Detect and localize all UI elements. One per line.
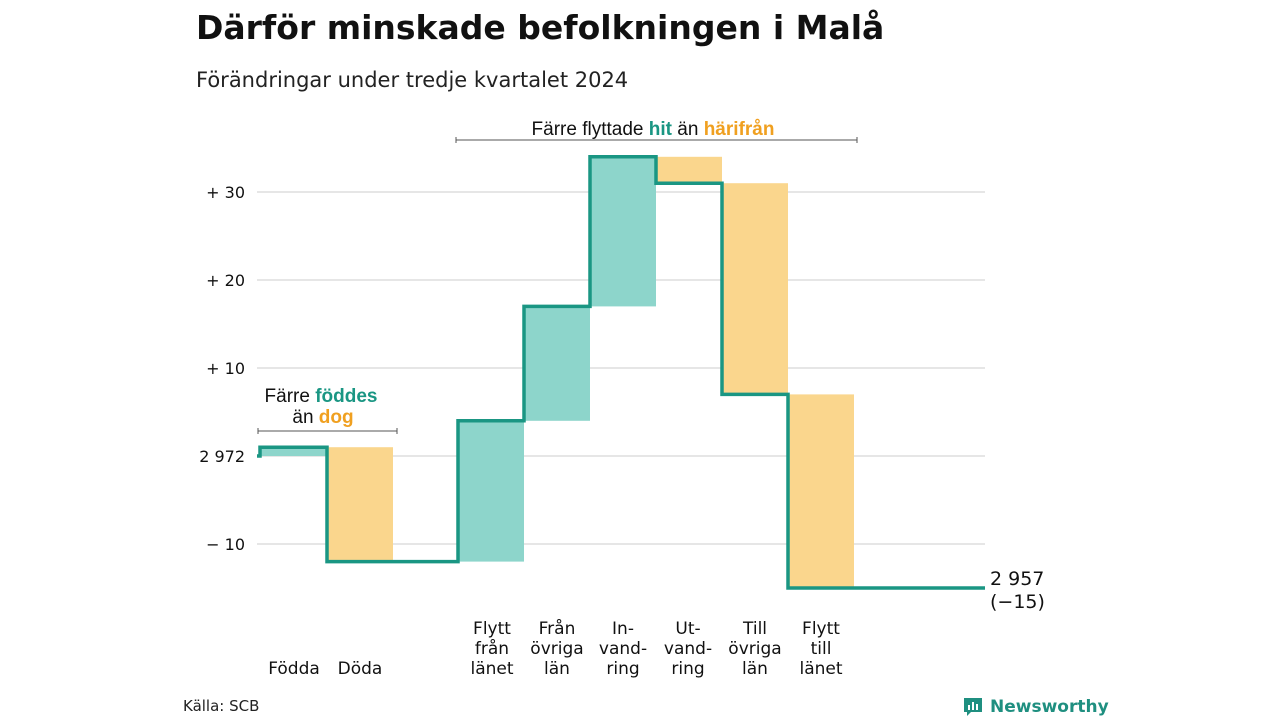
births-annotation-line1: Färre föddes: [265, 386, 378, 407]
brand-logo: Newsworthy: [962, 694, 1109, 720]
end-value-label: 2 957: [990, 568, 1044, 590]
x-tick-label: Från: [539, 618, 576, 639]
source-note: Källa: SCB: [183, 697, 260, 715]
annotation-span: föddes: [315, 386, 377, 407]
births-annotation-line2: än dog: [292, 407, 353, 428]
migration-annotation: Färre flyttade hit än härifrån: [532, 119, 775, 140]
waterfall-bar: [788, 394, 854, 588]
waterfall-bar: [722, 183, 788, 395]
annotation-span: Färre: [265, 386, 316, 407]
x-tick-label: Födda: [268, 659, 320, 679]
newsworthy-icon: [964, 698, 982, 716]
x-tick-label: Till: [742, 619, 767, 639]
waterfall-bar: [524, 306, 590, 421]
x-tick-label: från: [475, 638, 509, 659]
annotation-span: än: [292, 407, 318, 428]
x-tick-label: länet: [470, 659, 513, 679]
annotation-span: Färre flyttade: [532, 119, 649, 140]
waterfall-bar: [656, 156, 722, 184]
brand-name: Newsworthy: [990, 697, 1109, 717]
waterfall-bar: [458, 420, 524, 562]
x-tick-label: övriga: [728, 639, 781, 659]
x-tick-label: ring: [606, 659, 639, 679]
births-bracket: [257, 428, 398, 434]
waterfall-bar: [327, 447, 393, 562]
chart-subtitle: Förändringar under tredje kvartalet 2024: [196, 68, 629, 92]
annotation-span: härifrån: [704, 119, 775, 140]
x-tick-label: ring: [671, 659, 704, 679]
chart-title: Därför minskade befolkningen i Malå: [196, 8, 885, 47]
x-tick-label: Flytt: [473, 619, 511, 639]
annotation-span: än: [672, 119, 704, 140]
x-tick-label: länet: [799, 659, 842, 679]
y-tick-label: − 10: [206, 535, 245, 554]
x-tick-label: län: [544, 659, 570, 679]
end-change-label: (−15): [990, 591, 1045, 613]
migration-bracket: [455, 137, 858, 143]
y-tick-label: 2 972: [199, 447, 245, 466]
x-tick-label: Flytt: [802, 619, 840, 639]
x-tick-label: till: [811, 639, 832, 659]
annotation-span: hit: [649, 119, 673, 140]
x-tick-label: vand-: [599, 639, 647, 659]
annotation-span: dog: [319, 407, 354, 428]
x-tick-label: In-: [612, 619, 634, 639]
waterfall-bar: [260, 447, 327, 456]
x-tick-label: Döda: [338, 659, 383, 679]
y-tick-label: + 30: [206, 183, 245, 202]
x-tick-label: vand-: [664, 639, 712, 659]
waterfall-bar: [590, 156, 656, 307]
x-tick-label: Ut-: [675, 619, 700, 639]
x-tick-label: övriga: [530, 639, 583, 659]
y-tick-label: + 20: [206, 271, 245, 290]
y-tick-label: + 10: [206, 359, 245, 378]
x-tick-label: län: [742, 659, 768, 679]
cumulative-line: [257, 155, 985, 590]
